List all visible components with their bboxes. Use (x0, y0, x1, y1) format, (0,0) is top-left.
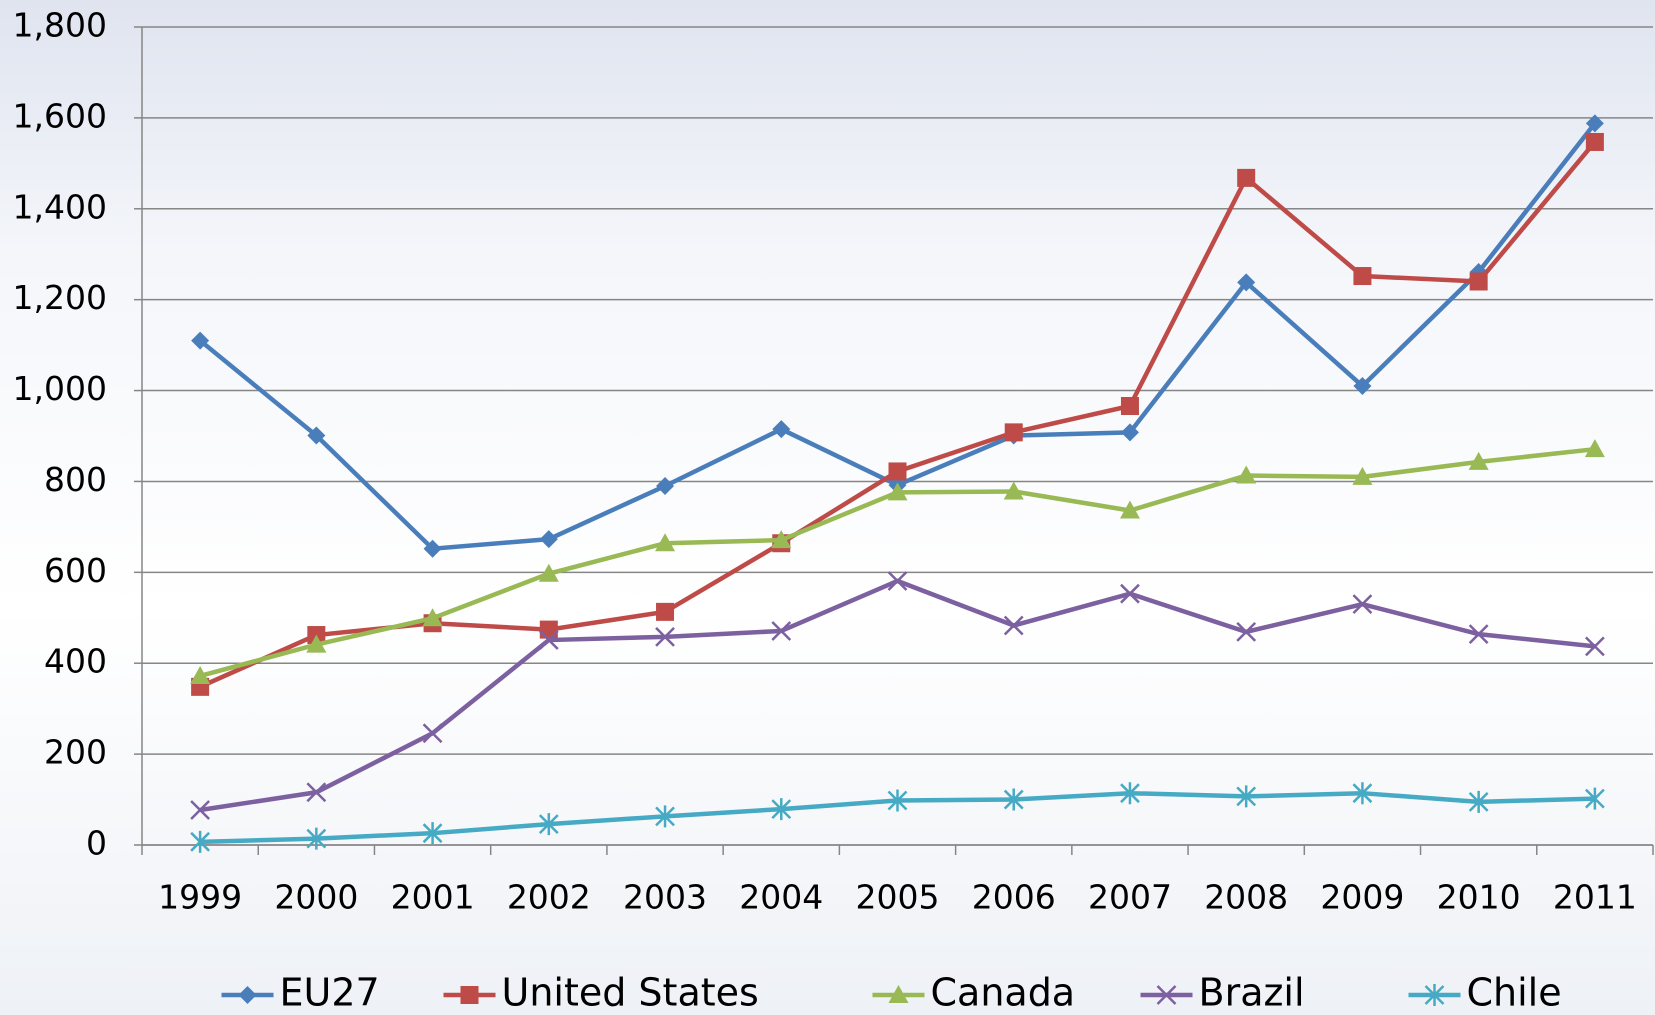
marker (1352, 782, 1373, 805)
marker (1237, 168, 1256, 187)
marker (538, 813, 559, 836)
marker (1120, 782, 1140, 805)
y-tick-label: 1,400 (13, 187, 107, 226)
marker (1003, 481, 1024, 500)
marker (887, 571, 908, 591)
y-tick-label: 0 (86, 824, 107, 863)
marker (1585, 114, 1604, 133)
marker (1156, 985, 1177, 1005)
y-tick-label: 1,800 (13, 6, 107, 45)
marker (1584, 636, 1605, 657)
marker (539, 620, 558, 639)
marker (1469, 272, 1488, 291)
marker (1003, 615, 1024, 636)
marker (422, 822, 443, 845)
y-tick-label: 200 (44, 733, 107, 772)
marker (1468, 624, 1489, 645)
legend-label: Canada (931, 971, 1076, 1015)
x-tick-label: 2005 (856, 878, 940, 917)
marker (1352, 594, 1373, 615)
marker (656, 602, 675, 621)
y-tick-label: 1,600 (13, 96, 107, 135)
marker (771, 621, 792, 641)
legend: EU27 United States Canada Brazil Chile (221, 971, 1562, 1015)
x-tick-label: 2002 (507, 878, 591, 917)
y-tick-label: 400 (44, 642, 107, 681)
marker (238, 986, 257, 1004)
legend-label: Chile (1467, 971, 1562, 1015)
x-tick-label: 2000 (274, 878, 358, 917)
marker (655, 805, 675, 828)
marker (1236, 465, 1257, 484)
marker (771, 530, 792, 549)
marker (1353, 267, 1372, 286)
x-tick-label: 2007 (1088, 878, 1172, 917)
x-tick-label: 2008 (1204, 878, 1288, 917)
x-tick-label: 1999 (158, 878, 242, 917)
marker (1237, 273, 1256, 292)
marker (1120, 397, 1139, 416)
marker (539, 530, 558, 549)
marker (1352, 466, 1373, 485)
marker (1353, 377, 1372, 396)
marker (1584, 787, 1605, 810)
marker (1120, 423, 1139, 442)
y-tick-label: 1,200 (13, 278, 107, 317)
marker (655, 626, 675, 647)
marker (190, 800, 210, 820)
y-tick-label: 1,000 (13, 369, 107, 408)
x-tick-label: 2009 (1320, 878, 1404, 917)
x-tick-label: 2011 (1553, 878, 1637, 917)
marker (888, 462, 907, 481)
series-line (199, 578, 1596, 813)
marker (771, 798, 792, 821)
marker (306, 827, 327, 850)
marker (190, 830, 210, 853)
marker (1424, 984, 1445, 1006)
marker (1004, 423, 1023, 442)
marker (1468, 790, 1489, 813)
marker (1468, 451, 1489, 470)
marker (538, 630, 559, 650)
x-tick-label: 2010 (1437, 878, 1521, 917)
marker (460, 986, 479, 1004)
x-tick-label: 2001 (391, 878, 475, 917)
marker (307, 426, 326, 445)
marker (1236, 785, 1257, 808)
legend-label: Brazil (1199, 971, 1305, 1015)
marker (655, 533, 676, 552)
x-tick-label: 2003 (623, 878, 707, 917)
x-tick-label: 2004 (739, 878, 823, 917)
marker (888, 985, 909, 1003)
marker (1120, 583, 1140, 604)
marker (306, 634, 327, 653)
marker (422, 608, 443, 627)
marker (538, 563, 559, 582)
x-tick-label: 2006 (972, 878, 1056, 917)
marker (306, 782, 327, 803)
marker (191, 331, 210, 350)
marker (656, 476, 675, 495)
marker (887, 482, 908, 501)
marker (423, 539, 442, 558)
marker (1584, 439, 1605, 458)
marker (1119, 500, 1140, 519)
marker (1003, 788, 1024, 811)
marker (422, 723, 443, 744)
legend-label: United States (502, 971, 759, 1015)
marker (1585, 132, 1604, 151)
marker (772, 420, 791, 439)
marker (887, 789, 908, 812)
y-tick-label: 600 (44, 551, 107, 590)
marker (1236, 621, 1257, 642)
marker (190, 665, 211, 684)
legend-label: EU27 (280, 971, 380, 1015)
series-line (199, 140, 1597, 689)
y-tick-label: 800 (44, 460, 107, 499)
